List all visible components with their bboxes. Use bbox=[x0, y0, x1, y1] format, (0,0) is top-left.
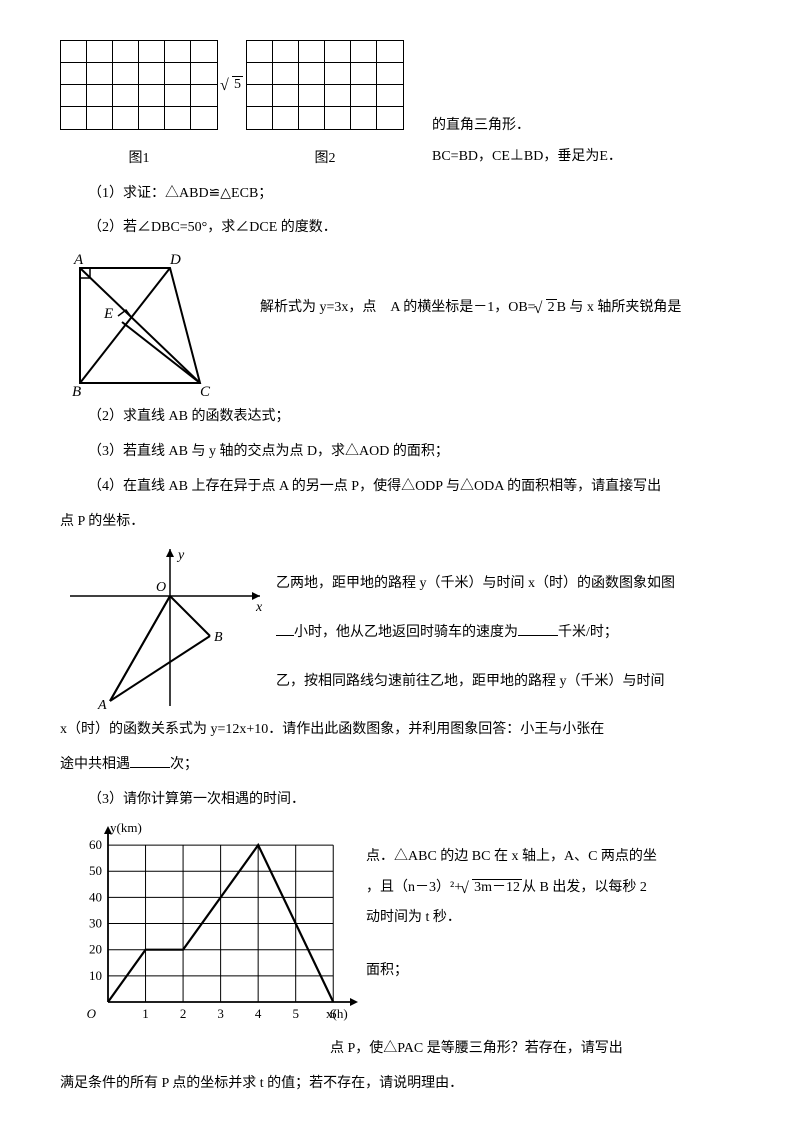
svg-text:y(km): y(km) bbox=[110, 820, 142, 835]
oa-left: 解析式为 y=3x，点 A 的横坐标是－1，OB= bbox=[260, 300, 536, 315]
sec4-r4: 面积； bbox=[366, 956, 740, 987]
svg-text:30: 30 bbox=[89, 915, 102, 930]
svg-text:A: A bbox=[97, 698, 107, 711]
lbl-C: C bbox=[200, 384, 211, 398]
q1-2: （2）若∠DBC=50°，求∠DCE 的度数． bbox=[60, 213, 740, 244]
sec3-r2a: 小时，他从乙地返回时骑车的速度为 bbox=[294, 625, 518, 640]
ykm-chart: 102030405060123456Oy(km)x(h) bbox=[60, 820, 360, 1030]
svg-text:1: 1 bbox=[142, 1006, 149, 1021]
sec3-q3: （3）请你计算第一次相遇的时间． bbox=[60, 785, 740, 816]
top-right-2: BC=BD，CE⊥BD，垂足为E． bbox=[432, 142, 622, 173]
svg-text:5: 5 bbox=[292, 1006, 299, 1021]
coord-row: y x O A B 乙两地，距甲地的路程 y（千米）与时间 x（时）的函数图象如… bbox=[60, 541, 740, 711]
svg-text:x(h): x(h) bbox=[326, 1006, 348, 1021]
q2-3: （3）若直线 AB 与 y 轴的交点为点 D，求△AOD 的面积； bbox=[60, 437, 740, 468]
sec4-b1t: 点 P，使△PAC 是等腰三角形？若存在，请写出 bbox=[330, 1041, 623, 1056]
sec3-r1: 乙两地，距甲地的路程 y（千米）与时间 x（时）的函数图象如图 bbox=[276, 569, 740, 600]
svg-text:10: 10 bbox=[89, 968, 102, 983]
svg-text:2: 2 bbox=[180, 1006, 187, 1021]
top-right-1: 的直角三角形． bbox=[432, 111, 622, 142]
sqrt-3m12: 3m－12 bbox=[462, 873, 522, 904]
svg-text:O: O bbox=[87, 1006, 97, 1021]
lbl-D: D bbox=[169, 252, 181, 268]
sec3-l5: 途中共相遇 次； bbox=[60, 750, 740, 781]
grid2-label: 图2 bbox=[246, 144, 404, 175]
lbl-A: A bbox=[73, 252, 84, 268]
sec3-r2: 小时，他从乙地返回时骑车的速度为 千米/时； bbox=[276, 618, 740, 649]
svg-text:40: 40 bbox=[89, 889, 102, 904]
grid2 bbox=[246, 40, 404, 130]
geom-figure: A D B C E bbox=[60, 248, 250, 398]
oa-right: B 与 x 轴所夹锐角是 bbox=[557, 300, 682, 315]
q2-2: （2）求直线 AB 的函数表达式； bbox=[60, 402, 740, 433]
sec4-r1: 点．△ABC 的边 BC 在 x 轴上，A、C 两点的坐 bbox=[366, 842, 740, 873]
svg-text:4: 4 bbox=[255, 1006, 262, 1021]
q2-4b: 点 P 的坐标． bbox=[60, 507, 740, 538]
oa-text: 解析式为 y=3x，点 A 的横坐标是－1，OB=2B 与 x 轴所夹锐角是 bbox=[250, 248, 681, 324]
sec3-l5b: 次； bbox=[170, 757, 198, 772]
sec4-r2: ，且（n－3）²+3m－12从 B 出发，以每秒 2 bbox=[366, 873, 740, 904]
sec4-r2a: ，且（n－3）²+ bbox=[366, 880, 462, 895]
grid1-wrap: 图1 bbox=[60, 40, 218, 175]
sec3-r2b: 千米/时； bbox=[558, 625, 618, 640]
q1-1: （1）求证：△ABD≌△ECB； bbox=[60, 179, 740, 210]
top-grids-row: 图1 5 图2 的直角三角形． BC=BD，CE⊥BD，垂足为E． bbox=[60, 40, 740, 175]
sec3-l5a: 途中共相遇 bbox=[60, 757, 130, 772]
chart-row: 102030405060123456Oy(km)x(h) 点．△ABC 的边 B… bbox=[60, 820, 740, 1030]
grid2-wrap: 5 图2 bbox=[246, 40, 404, 175]
svg-text:O: O bbox=[156, 580, 166, 595]
sec4-r2b: 从 B 出发，以每秒 2 bbox=[522, 880, 647, 895]
sec4-b1: 点 P，使△PAC 是等腰三角形？若存在，请写出 bbox=[60, 1034, 740, 1065]
q2-4a: （4）在直线 AB 上存在异于点 A 的另一点 P，使得△ODP 与△ODA 的… bbox=[60, 472, 740, 503]
svg-text:60: 60 bbox=[89, 837, 102, 852]
sec4-b2: 满足条件的所有 P 点的坐标并求 t 的值；若不存在，请说明理由． bbox=[60, 1069, 740, 1100]
sec4-r3: 动时间为 t 秒． bbox=[366, 903, 740, 934]
svg-text:50: 50 bbox=[89, 863, 102, 878]
svg-text:3: 3 bbox=[217, 1006, 224, 1021]
svg-text:20: 20 bbox=[89, 941, 102, 956]
sec3-r3: 乙，按相同路线匀速前往乙地，距甲地的路程 y（千米）与时间 bbox=[276, 667, 740, 698]
svg-text:B: B bbox=[214, 630, 223, 645]
sec4-right: 点．△ABC 的边 BC 在 x 轴上，A、C 两点的坐 ，且（n－3）²+3m… bbox=[360, 820, 740, 987]
svg-text:y: y bbox=[176, 548, 185, 563]
lbl-B: B bbox=[72, 384, 81, 398]
sec3-right: 乙两地，距甲地的路程 y（千米）与时间 x（时）的函数图象如图 小时，他从乙地返… bbox=[270, 541, 740, 697]
coord-figure: y x O A B bbox=[60, 541, 270, 711]
svg-text:x: x bbox=[255, 600, 263, 615]
sqrt2: 2 bbox=[536, 293, 557, 324]
sec3-l4: x（时）的函数关系式为 y=12x+10．请作出此函数图象，并利用图象回答：小王… bbox=[60, 715, 740, 746]
sqrt5-label: 5 bbox=[222, 70, 243, 101]
lbl-E: E bbox=[103, 306, 113, 322]
top-right-text: 的直角三角形． BC=BD，CE⊥BD，垂足为E． bbox=[432, 111, 622, 175]
grid1-label: 图1 bbox=[60, 144, 218, 175]
geom-row: A D B C E 解析式为 y=3x，点 A 的横坐标是－1，OB=2B 与 … bbox=[60, 248, 740, 398]
grid1 bbox=[60, 40, 218, 130]
